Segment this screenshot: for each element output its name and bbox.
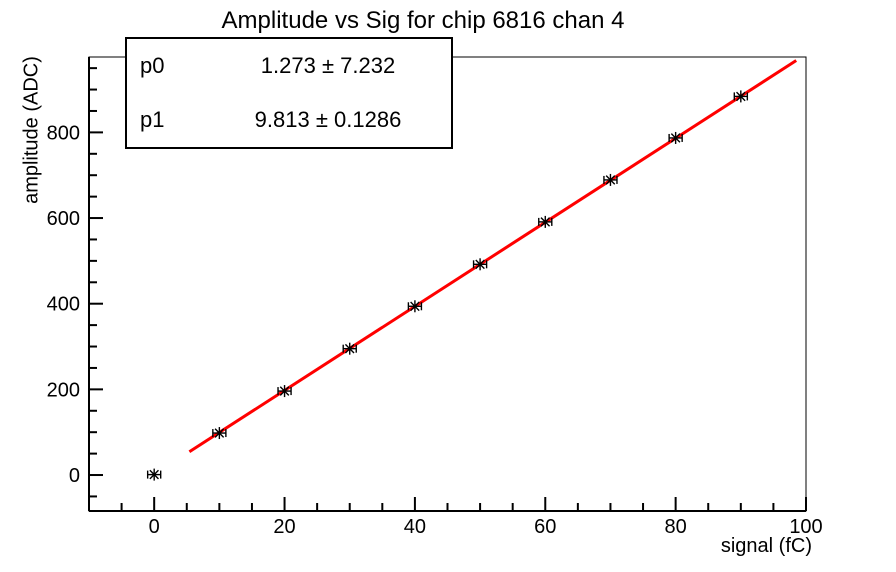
- data-point: [472, 258, 488, 271]
- y-tick-label: 200: [47, 379, 80, 401]
- x-axis-title: signal (fC): [720, 535, 812, 557]
- y-tick-label: 600: [47, 208, 80, 230]
- marker-spoke-d2: [410, 301, 420, 312]
- fit-line: [188, 59, 798, 454]
- y-tick-label: 400: [47, 294, 80, 316]
- marker-spoke-d2: [605, 175, 616, 185]
- fit-stats-box: p0 1.273 ± 7.232 p1 9.813 ± 0.1286: [125, 37, 453, 149]
- x-tick-label: 20: [273, 516, 295, 538]
- x-tick-label: 100: [789, 516, 822, 538]
- stats-param-name: p1: [140, 107, 165, 132]
- plot-title: Amplitude vs Sig for chip 6816 chan 4: [221, 7, 625, 34]
- marker-spoke-d2: [475, 259, 485, 270]
- data-point: [342, 342, 357, 355]
- data-point: [407, 300, 423, 313]
- x-tick-label: 0: [149, 516, 160, 538]
- marker-spoke-d2: [214, 428, 225, 438]
- data-point: [212, 427, 227, 440]
- marker-spoke-d2: [736, 91, 746, 102]
- stats-row-p0: p0 1.273 ± 7.232: [127, 53, 451, 79]
- y-tick-label: 0: [69, 465, 80, 487]
- data-point: [146, 468, 162, 481]
- data-point: [668, 131, 683, 144]
- stats-row-p1: p1 9.813 ± 0.1286: [127, 107, 451, 133]
- marker-spoke-d2: [149, 469, 159, 480]
- data-point: [277, 385, 292, 398]
- x-tick-label: 60: [534, 516, 556, 538]
- marker-spoke-d2: [279, 386, 290, 396]
- x-tick-label: 80: [665, 516, 687, 538]
- data-point: [538, 215, 553, 228]
- marker-spoke-d2: [540, 217, 551, 227]
- data-point: [603, 173, 618, 186]
- x-tick-label: 40: [404, 516, 426, 538]
- marker-spoke-d2: [344, 343, 355, 354]
- fit-line-segment: [188, 59, 798, 454]
- stats-param-value: 1.273 ± 7.232: [260, 53, 396, 78]
- marker-spoke-d2: [670, 133, 681, 143]
- y-axis-title: amplitude (ADC): [20, 56, 43, 204]
- stats-param-name: p0: [140, 53, 165, 78]
- axis-ticks: [89, 67, 807, 511]
- y-tick-label: 800: [47, 122, 80, 144]
- data-point: [733, 90, 749, 103]
- data-points: [146, 90, 749, 481]
- axis-tick-labels: 0 20 40 60 80 100 0 200 400 600 800: [47, 122, 823, 538]
- stats-param-value: 9.813 ± 0.1286: [254, 107, 402, 132]
